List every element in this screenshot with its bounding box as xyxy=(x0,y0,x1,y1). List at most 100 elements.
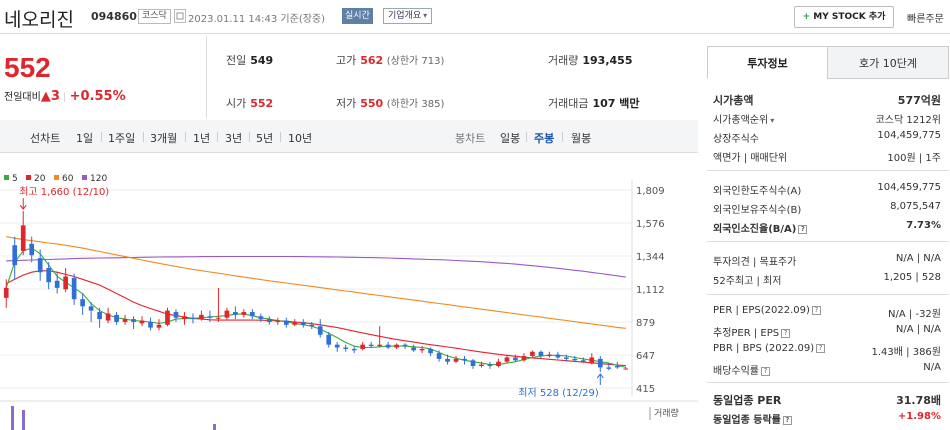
candle-body xyxy=(37,258,43,273)
candle-body xyxy=(453,358,459,362)
high-label: 고가 xyxy=(336,54,357,67)
period-tab-10y[interactable]: 10년 xyxy=(288,132,313,145)
help-icon[interactable]: ? xyxy=(781,328,791,338)
plus-icon: + xyxy=(802,12,811,22)
cap-rank-label-text: 시가총액순위 xyxy=(713,115,769,126)
candle-body xyxy=(555,354,561,358)
quick-order-link[interactable]: 빠른주문 xyxy=(907,14,944,25)
amount-label: 거래대금 xyxy=(548,97,589,110)
period-tab-3y[interactable]: 3년 xyxy=(225,132,243,145)
cap-rank-value: 코스닥 1212위 xyxy=(875,115,941,126)
candle-body xyxy=(148,321,153,328)
candle-body xyxy=(385,344,391,348)
legend-label: 60 xyxy=(62,174,74,184)
candle-tab-daily[interactable]: 일봉 xyxy=(500,132,521,145)
divider xyxy=(707,382,949,383)
candle-body xyxy=(97,312,102,320)
volume-label: 거래량 xyxy=(654,407,679,419)
foreign-limit-label: 외국인한도주식수(A) xyxy=(713,186,802,197)
divider xyxy=(185,132,186,142)
pbr-label-text: PBR | BPS (2022.09) xyxy=(713,343,815,354)
candle-body xyxy=(351,348,357,351)
volume-bar xyxy=(22,410,25,430)
candle-body xyxy=(190,317,196,320)
candle-body xyxy=(199,314,204,320)
legend-swatch xyxy=(4,175,9,180)
candle-body xyxy=(156,324,162,328)
chart-annotations: 최고 1,660 (12/10) 최저 528 (12/29) xyxy=(19,186,604,399)
ma-line-ma120 xyxy=(6,255,626,278)
candle-chart-label: 봉차트 xyxy=(455,132,486,145)
shares-value: 104,459,775 xyxy=(877,130,941,141)
help-icon[interactable]: ? xyxy=(782,415,792,425)
quote-timestamp: 2023.01.11 14:43 기준(장중) xyxy=(188,14,326,25)
candle-body xyxy=(419,348,425,351)
candle-tab-monthly[interactable]: 월봉 xyxy=(571,132,592,145)
upper-limit: (상한가 713) xyxy=(386,56,445,67)
tab-hoga-10[interactable]: 호가 10단계 xyxy=(827,46,949,79)
period-tab-1w[interactable]: 1주일 xyxy=(108,132,136,145)
candle-body xyxy=(29,243,35,256)
y-axis-ticks: 1,809 1,576 1,344 1,112 879 647 415 xyxy=(636,186,665,395)
period-tab-1d[interactable]: 1일 xyxy=(76,132,94,145)
candle-body xyxy=(445,358,450,362)
legend-swatch xyxy=(82,175,87,180)
help-icon[interactable]: ? xyxy=(761,366,770,376)
foreign-ratio-value: 7.73% xyxy=(906,220,941,231)
open-value: 552 xyxy=(250,97,274,110)
foreign-ratio-label-text: 외국인소진율(B/A) xyxy=(713,224,797,235)
candle-body xyxy=(309,324,315,327)
candle-body xyxy=(530,351,535,357)
chart-period-bar: 선차트 1일 1주일 3개월 1년 3년 5년 10년 봉차트 일봉 주봉 월봉 xyxy=(0,120,698,153)
pbr-value: 1.43배 | 386원 xyxy=(871,347,941,358)
add-mystock-button[interactable]: + MY STOCK 추가 xyxy=(794,6,894,28)
volume-value: 193,455 xyxy=(582,54,633,67)
candles xyxy=(3,211,629,372)
est-per-label-text: 추정PER | EPS xyxy=(713,328,780,339)
divider xyxy=(707,170,949,171)
low-annotation: 최저 528 (12/29) xyxy=(518,387,599,399)
high-cell: 고가 562 (상한가 713) xyxy=(336,52,444,68)
tab-invest-info[interactable]: 투자정보 xyxy=(707,46,828,79)
dividend-value: N/A xyxy=(923,362,941,373)
diff-value: 3 xyxy=(50,89,60,104)
high-arrow-head xyxy=(19,204,27,210)
open-label: 시가 xyxy=(226,97,247,110)
candle-body xyxy=(623,368,629,370)
weekly-candle-chart: 5 20 60 120 1,809 1,576 1,344 1,112 879 647 415 최… xyxy=(0,174,698,430)
candle-body xyxy=(266,319,272,322)
candle-body xyxy=(275,320,281,322)
help-icon[interactable]: ? xyxy=(798,224,808,234)
per-label: PER | EPS(2022.09)? xyxy=(713,305,821,316)
opinion-label: 투자의견 | 목표주가 xyxy=(713,257,797,268)
period-tab-1y[interactable]: 1년 xyxy=(193,132,211,145)
candle-body xyxy=(334,344,340,348)
volume-bar xyxy=(213,424,216,430)
est-per-label: 추정PER | EPS? xyxy=(713,324,791,339)
diff-percent: +0.55% xyxy=(69,89,126,104)
prev-close-cell: 전일 549 xyxy=(226,52,273,68)
y-tick-label: 879 xyxy=(636,318,655,329)
chevron-down-icon[interactable]: ▾ xyxy=(770,116,775,125)
candle-body xyxy=(233,312,238,315)
candle-body xyxy=(122,319,128,322)
help-icon[interactable]: ? xyxy=(811,305,821,315)
add-mystock-label: MY STOCK 추가 xyxy=(813,12,886,22)
candle-body xyxy=(377,344,382,347)
candle-body xyxy=(368,344,374,347)
candle-tab-weekly[interactable]: 주봉 xyxy=(534,132,555,145)
company-overview-button[interactable]: 기업개요 ▾ xyxy=(383,8,433,24)
help-icon[interactable]: ? xyxy=(816,343,826,353)
open-cell: 시가 552 xyxy=(226,95,273,111)
y-tick-label: 1,344 xyxy=(636,252,665,263)
market-cap-value: 577억원 xyxy=(897,94,941,107)
industry-rate-label: 동일업종 등락률? xyxy=(713,411,792,426)
realtime-button[interactable]: 실시간 xyxy=(342,8,373,24)
candle-body xyxy=(173,312,179,318)
stock-code: 094860 xyxy=(91,10,137,23)
candle-body xyxy=(479,364,484,366)
candle-body xyxy=(207,316,213,318)
divider xyxy=(249,132,250,142)
period-tab-3m[interactable]: 3개월 xyxy=(150,132,178,145)
period-tab-5y[interactable]: 5년 xyxy=(256,132,274,145)
